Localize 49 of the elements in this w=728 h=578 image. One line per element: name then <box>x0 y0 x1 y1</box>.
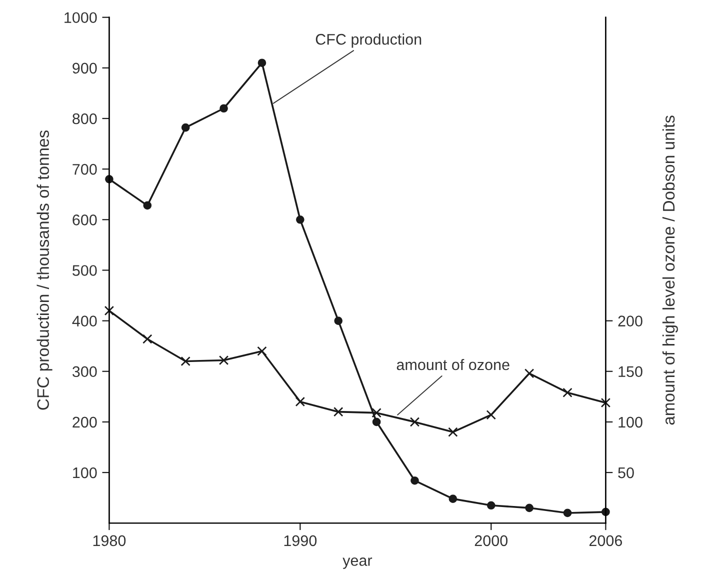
x-tick-label: 1980 <box>93 535 126 546</box>
point <box>104 306 114 316</box>
y-tick-label: 700 <box>72 164 97 175</box>
point <box>180 356 190 366</box>
annotation: CFC production <box>316 34 422 48</box>
point <box>448 427 458 437</box>
y2-tick-label: 50 <box>618 467 634 478</box>
point <box>333 406 344 417</box>
point <box>525 504 534 512</box>
annotation: amount of ozone <box>396 358 510 370</box>
y-tick-label: 400 <box>72 316 97 326</box>
point <box>257 346 267 356</box>
y-tick-label: 1000 <box>64 12 97 24</box>
y-axis-title: CFC production / thousands of tonnes <box>36 130 52 410</box>
point <box>218 355 229 366</box>
y-tick-label: 200 <box>72 416 97 428</box>
point <box>486 501 496 510</box>
x-tick-label: 2000 <box>474 535 508 546</box>
point <box>600 398 611 408</box>
y-tick-label: 600 <box>72 214 97 226</box>
x-axis-title: year <box>342 558 372 569</box>
y2-tick-label: 100 <box>618 416 642 428</box>
y-tick-label: 800 <box>72 113 97 124</box>
point <box>372 418 381 426</box>
point <box>524 368 534 378</box>
point <box>410 476 419 485</box>
point <box>562 388 572 398</box>
point <box>143 201 152 210</box>
x-tick-label: 1990 <box>284 535 317 546</box>
y-tick-label: 900 <box>72 62 97 74</box>
point <box>181 123 190 132</box>
point <box>220 104 228 113</box>
point <box>142 334 152 344</box>
point <box>448 494 458 503</box>
x-tick-label: 2006 <box>589 535 622 546</box>
y2-tick-label: 200 <box>618 316 642 326</box>
y-tick-label: 500 <box>72 265 97 276</box>
point <box>563 508 572 518</box>
point <box>372 408 382 418</box>
point <box>486 410 496 420</box>
point <box>334 316 343 325</box>
y-tick-label: 100 <box>73 467 97 478</box>
y-tick-label: 300 <box>72 366 97 378</box>
point <box>258 58 266 68</box>
point <box>410 417 420 427</box>
point <box>296 215 304 224</box>
y2-axis-title: amount of high level ozone / Dobson units <box>662 116 678 425</box>
y2-tick-label: 150 <box>618 366 642 378</box>
point <box>295 396 306 407</box>
